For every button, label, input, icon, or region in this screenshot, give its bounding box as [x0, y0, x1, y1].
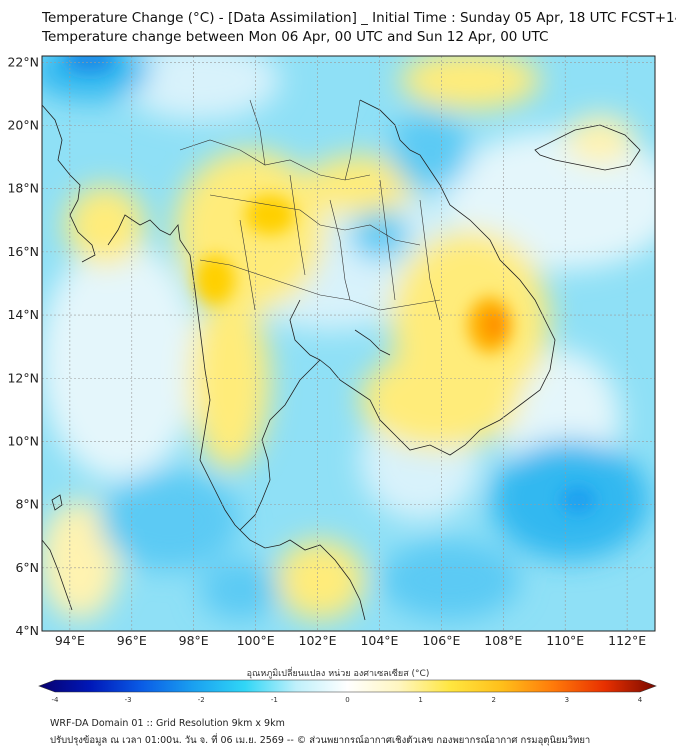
map-subtitle: Temperature change between Mon 06 Apr, 0…	[42, 29, 549, 45]
lon-label: 102°E	[299, 633, 337, 648]
colorbar-tick-label: -4	[52, 696, 60, 704]
coastline-outline	[42, 99, 641, 621]
colorbar-title: อุณหภูมิเปลี่ยนแปลง หน่วย องศาเซลเซียส (…	[246, 669, 430, 679]
lat-label: 18°N	[7, 181, 39, 196]
province-boundaries	[179, 99, 441, 321]
colorbar-tick-label: 4	[638, 696, 643, 704]
lon-label: 106°E	[422, 633, 460, 648]
model-info: WRF-DA Domain 01 :: Grid Resolution 9km …	[50, 718, 285, 729]
colorbar-tick-label: -3	[125, 696, 132, 704]
latitude-labels: 22°N 20°N 18°N 16°N 14°N 12°N 10°N 8°N 6°N 4°N	[7, 54, 39, 638]
lat-label: 22°N	[7, 54, 39, 69]
lon-label: 108°E	[484, 633, 522, 648]
colorbar-scale	[38, 679, 657, 693]
lat-label: 4°N	[15, 623, 39, 638]
lat-label: 12°N	[7, 370, 39, 385]
temperature-field	[42, 56, 655, 631]
colorbar: -4 -3 -2 -1 0 1 2 3 4	[38, 679, 657, 704]
colorbar-tick-label: -2	[198, 696, 205, 704]
lon-label: 94°E	[55, 633, 85, 648]
colorbar-tick-label: -1	[271, 696, 278, 704]
lon-label: 104°E	[360, 633, 398, 648]
lat-label: 20°N	[7, 118, 39, 133]
lat-label: 16°N	[7, 244, 39, 259]
longitude-labels: 94°E 96°E 98°E 100°E 102°E 104°E 106°E 108°E 110…	[55, 633, 646, 648]
map-title: Temperature Change (°C) - [Data Assimila…	[42, 10, 676, 26]
colorbar-tick-label: 1	[418, 696, 422, 704]
lon-label: 110°E	[546, 633, 584, 648]
colorbar-tick-label: 2	[492, 696, 496, 704]
lon-label: 98°E	[179, 633, 209, 648]
lat-label: 8°N	[15, 497, 39, 512]
lat-label: 6°N	[15, 560, 39, 575]
lon-label: 100°E	[237, 633, 275, 648]
lon-label: 112°E	[608, 633, 646, 648]
lat-label: 14°N	[7, 307, 39, 322]
colorbar-tick-label: 3	[565, 696, 569, 704]
map-frame	[41, 55, 656, 632]
colorbar-tick-label: 0	[345, 696, 349, 704]
lat-label: 10°N	[7, 433, 39, 448]
lon-label: 96°E	[117, 633, 147, 648]
credit-line: ปรับปรุงข้อมูล ณ เวลา 01:00น. วัน จ. ที่…	[50, 735, 591, 746]
